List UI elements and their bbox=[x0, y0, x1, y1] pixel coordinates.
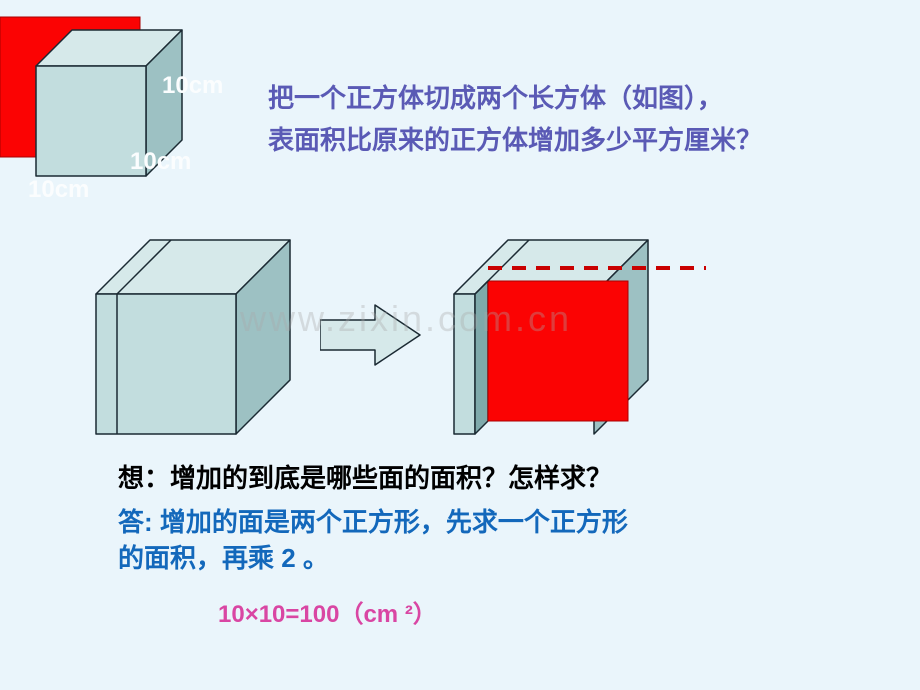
question-text: 把一个正方体切成两个长方体（如图）， 表面积比原来的正方体增加多少平方厘米？ bbox=[268, 78, 762, 161]
think-text: 想：增加的到底是哪些面的面积？怎样求？ bbox=[118, 458, 612, 495]
answer-text: 答: 增加的面是两个正方形，先求一个正方形 的面积，再乘 2 。 bbox=[118, 504, 628, 577]
dim-label-1: 10cm bbox=[162, 72, 223, 100]
answer-line2: 的面积，再乘 2 。 bbox=[118, 543, 329, 573]
cube-open bbox=[454, 240, 714, 455]
dim-label-2: 10cm bbox=[130, 148, 191, 176]
question-line1: 把一个正方体切成两个长方体（如图）， bbox=[268, 83, 723, 113]
cube-split bbox=[96, 240, 316, 455]
dim-label-3: 10cm bbox=[28, 176, 89, 204]
answer-line1: 答: 增加的面是两个正方形，先求一个正方形 bbox=[118, 507, 628, 537]
calc-text: 10×10=100（cm ²） bbox=[218, 594, 437, 629]
arrow-icon bbox=[320, 300, 430, 375]
question-line2: 表面积比原来的正方体增加多少平方厘米？ bbox=[268, 125, 762, 155]
